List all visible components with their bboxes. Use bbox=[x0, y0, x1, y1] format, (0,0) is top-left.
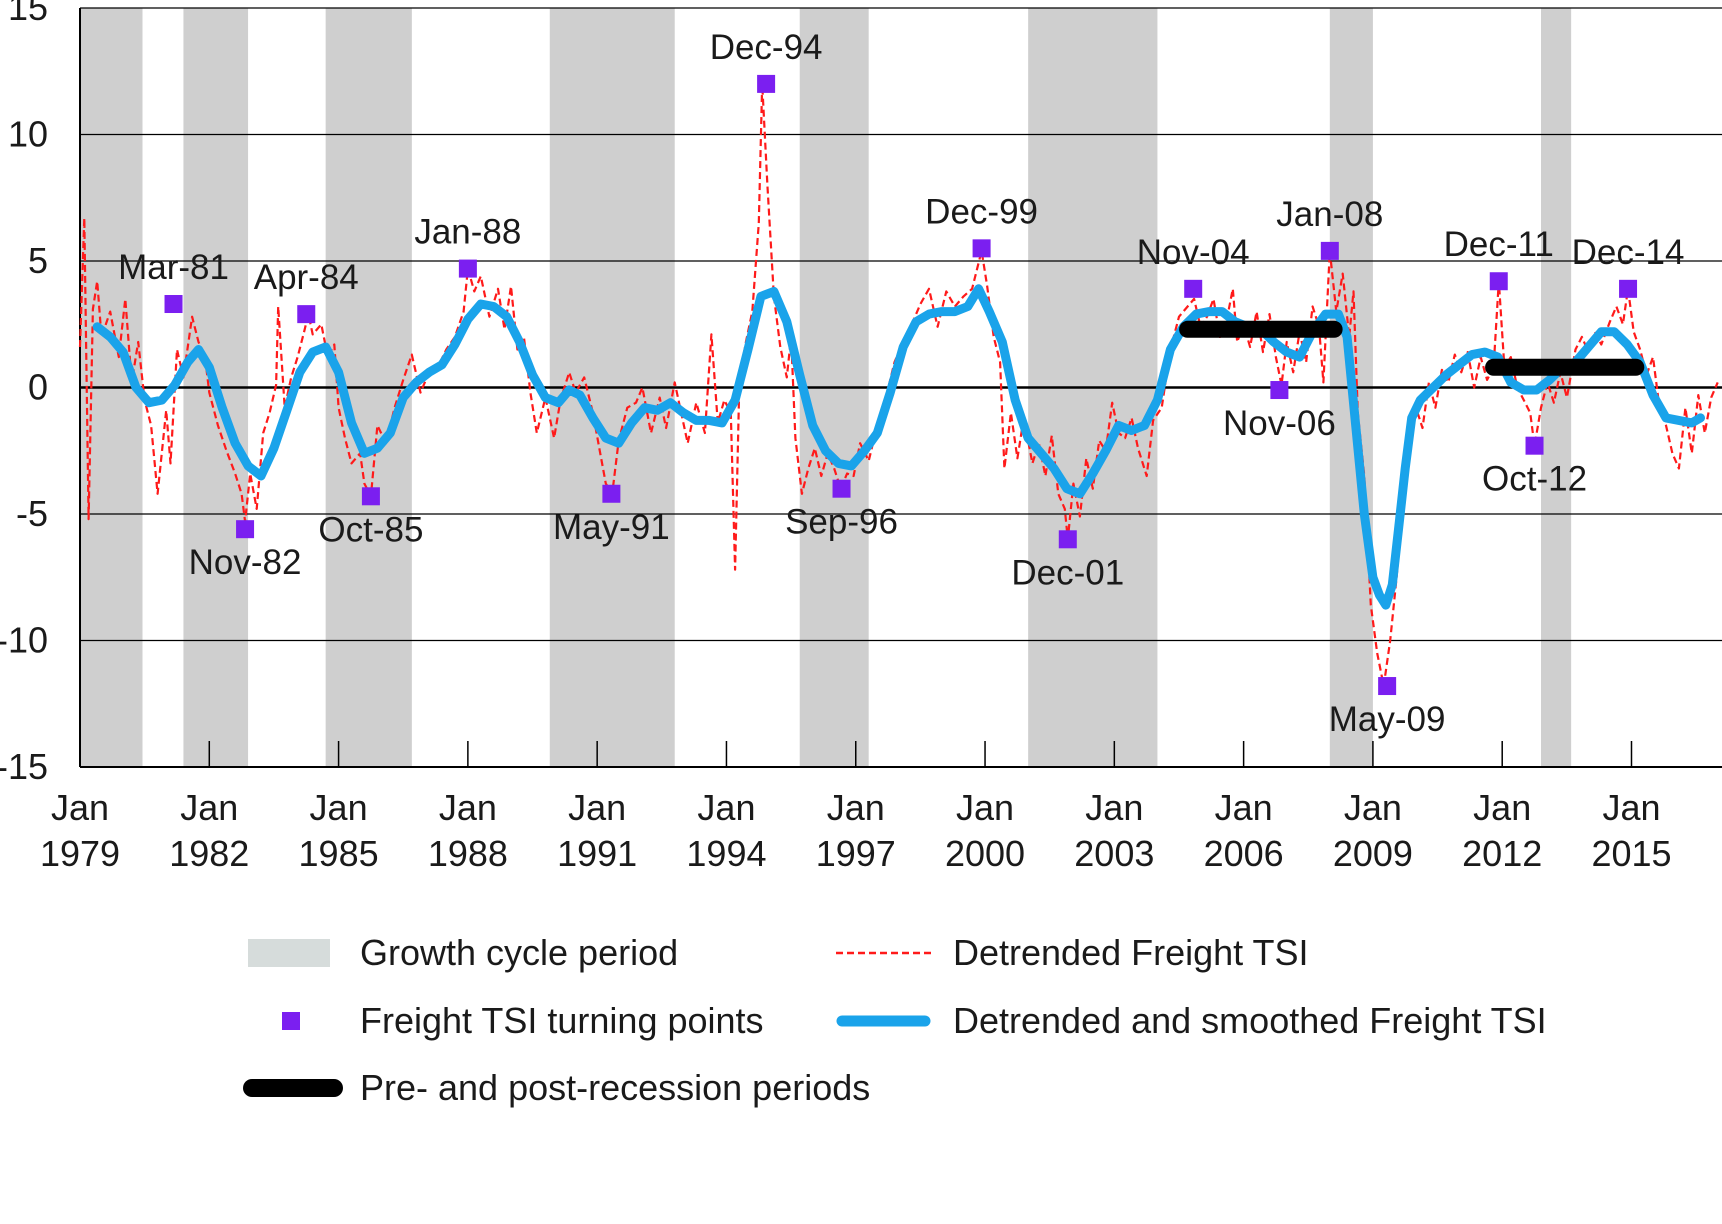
turning-point-marker bbox=[1525, 436, 1544, 455]
x-tick-year: 1994 bbox=[686, 833, 766, 874]
turning-point-marker bbox=[236, 520, 255, 539]
smoothed-series bbox=[92, 284, 1705, 610]
x-tick-year: 1985 bbox=[299, 833, 379, 874]
y-tick-label: 15 bbox=[8, 0, 48, 28]
turning-point-label: Sep-96 bbox=[785, 503, 898, 542]
detrended-series bbox=[78, 82, 1719, 688]
x-tick-month: Jan bbox=[827, 787, 885, 828]
turning-point-label: May-91 bbox=[553, 508, 670, 547]
legend-swatch-growth-cycle bbox=[248, 939, 330, 967]
detrended-freight-tsi-line bbox=[78, 82, 1719, 688]
turning-point-label: Nov-82 bbox=[189, 543, 302, 582]
turning-point-label: May-09 bbox=[1329, 700, 1446, 739]
x-tick-year: 1979 bbox=[40, 833, 120, 874]
turning-point-label: Jan-88 bbox=[414, 213, 521, 252]
legend-label: Detrended Freight TSI bbox=[953, 932, 1309, 973]
x-tick-year: 2015 bbox=[1591, 833, 1671, 874]
x-tick-year: 1997 bbox=[816, 833, 896, 874]
y-tick-label: -15 bbox=[0, 746, 48, 787]
turning-points bbox=[164, 74, 1638, 696]
x-tick-month: Jan bbox=[1085, 787, 1143, 828]
x-tick-month: Jan bbox=[1473, 787, 1531, 828]
turning-point-marker bbox=[757, 74, 776, 93]
x-tick-year: 2006 bbox=[1204, 833, 1284, 874]
y-tick-label: 10 bbox=[8, 114, 48, 155]
turning-point-label: Oct-85 bbox=[318, 510, 423, 549]
turning-point-label: Dec-99 bbox=[925, 192, 1038, 231]
x-tick-year: 1982 bbox=[169, 833, 249, 874]
turning-point-label: Mar-81 bbox=[118, 248, 229, 287]
x-tick-year: 2009 bbox=[1333, 833, 1413, 874]
axes: 151050-5-10-15Jan1979Jan1982Jan1985Jan19… bbox=[0, 0, 1722, 874]
legend-swatch-turning-point bbox=[282, 1012, 300, 1030]
x-tick-month: Jan bbox=[310, 787, 368, 828]
turning-point-marker bbox=[297, 305, 316, 324]
x-tick-year: 2012 bbox=[1462, 833, 1542, 874]
turning-point-marker bbox=[972, 239, 991, 258]
x-tick-year: 2003 bbox=[1074, 833, 1154, 874]
turning-point-label: Dec-01 bbox=[1011, 553, 1124, 592]
turning-point-marker bbox=[458, 259, 477, 278]
x-tick-year: 2000 bbox=[945, 833, 1025, 874]
turning-point-label: Apr-84 bbox=[254, 258, 359, 297]
smoothed-freight-tsi-line bbox=[92, 284, 1705, 610]
turning-point-marker bbox=[1619, 279, 1638, 298]
turning-point-marker bbox=[1058, 530, 1077, 549]
x-tick-month: Jan bbox=[439, 787, 497, 828]
turning-point-marker bbox=[602, 484, 621, 503]
y-tick-label: -10 bbox=[0, 620, 48, 661]
turning-point-marker bbox=[1270, 381, 1289, 400]
x-tick-month: Jan bbox=[51, 787, 109, 828]
turning-point-marker bbox=[361, 487, 380, 506]
turning-point-marker bbox=[1184, 279, 1203, 298]
legend-label: Detrended and smoothed Freight TSI bbox=[953, 1000, 1547, 1041]
turning-point-marker bbox=[1320, 241, 1339, 260]
legend: Growth cycle period Detrended Freight TSI… bbox=[243, 932, 1547, 1108]
x-tick-month: Jan bbox=[180, 787, 238, 828]
turning-point-label: Dec-11 bbox=[1444, 225, 1554, 264]
x-tick-month: Jan bbox=[568, 787, 626, 828]
x-tick-month: Jan bbox=[1215, 787, 1273, 828]
turning-point-label: Nov-06 bbox=[1223, 404, 1336, 443]
x-tick-month: Jan bbox=[697, 787, 755, 828]
x-tick-year: 1991 bbox=[557, 833, 637, 874]
legend-label: Growth cycle period bbox=[360, 932, 678, 973]
y-tick-label: 5 bbox=[28, 240, 48, 281]
x-tick-month: Jan bbox=[956, 787, 1014, 828]
turning-point-label: Dec-94 bbox=[710, 28, 823, 67]
y-tick-label: 0 bbox=[28, 367, 48, 408]
legend-label: Pre- and post-recession periods bbox=[360, 1067, 870, 1108]
turning-point-label: Dec-14 bbox=[1572, 233, 1685, 272]
x-tick-month: Jan bbox=[1344, 787, 1402, 828]
turning-point-label: Nov-04 bbox=[1137, 233, 1250, 272]
turning-point-label: Oct-12 bbox=[1482, 460, 1587, 499]
y-tick-label: -5 bbox=[16, 493, 48, 534]
turning-point-labels: Mar-81 Nov-82 Apr-84 Oct-85 Jan-88 May-91 Dec-… bbox=[118, 28, 1684, 739]
x-tick-year: 1988 bbox=[428, 833, 508, 874]
turning-point-marker bbox=[164, 295, 183, 314]
recession-bars bbox=[1179, 320, 1645, 376]
legend-label: Freight TSI turning points bbox=[360, 1000, 764, 1041]
x-tick-month: Jan bbox=[1602, 787, 1660, 828]
turning-point-marker bbox=[832, 479, 851, 498]
turning-point-marker bbox=[1489, 272, 1508, 291]
turning-point-marker bbox=[1378, 677, 1397, 696]
turning-point-label: Jan-08 bbox=[1276, 195, 1383, 234]
